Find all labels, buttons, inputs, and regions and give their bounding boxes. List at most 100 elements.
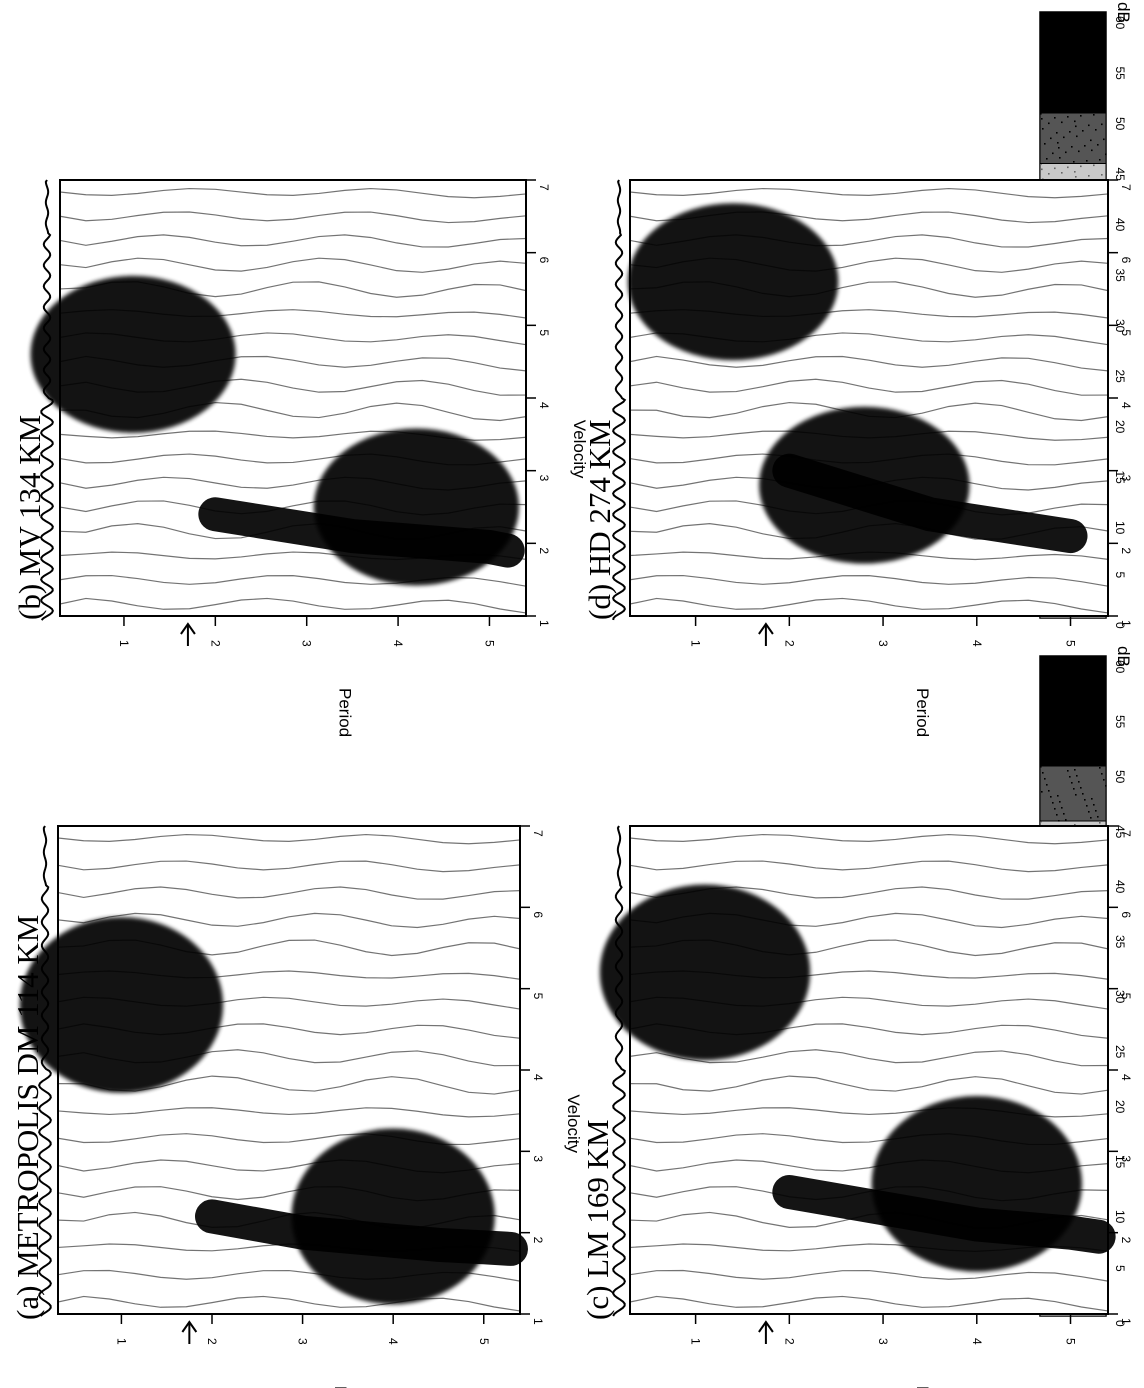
colorbar-texture: [1082, 130, 1084, 132]
contour-line: [629, 355, 1109, 372]
y-tick-label: 5: [1119, 993, 1133, 1000]
x-tick-label: 1: [114, 1338, 128, 1345]
colorbar-texture: [1054, 117, 1056, 119]
colorbar-texture: [1040, 821, 1042, 823]
colorbar-texture: [1074, 769, 1076, 771]
contour-line: [629, 551, 1109, 561]
colorbar-texture: [1042, 772, 1044, 774]
colorbar-texture: [1078, 150, 1080, 153]
contour-line: [629, 1075, 1109, 1095]
contour-line: [57, 1075, 521, 1095]
contour-line: [629, 1023, 1109, 1039]
colorbar-texture: [1063, 813, 1065, 815]
colorbar-texture: [1050, 796, 1052, 798]
contour-line: [629, 211, 1109, 224]
x-axis-label: Period: [331, 1386, 350, 1388]
colorbar-bin: [1039, 11, 1107, 63]
contour-line: [59, 332, 527, 346]
colorbar-texture: [1040, 163, 1042, 166]
dispersion-band: [198, 497, 525, 568]
y-tick-label: 3: [531, 1155, 545, 1162]
contour-line: [629, 1186, 1109, 1202]
x-tick-label: 5: [1064, 1338, 1078, 1345]
contour-line: [629, 332, 1109, 346]
y-tick-label: 1: [531, 1318, 545, 1325]
colorbar-texture: [1088, 175, 1090, 177]
y-axis-label: Velocity: [570, 420, 589, 479]
contour-line: [629, 970, 1109, 980]
x-tick-label: 2: [205, 1338, 219, 1345]
colorbar-texture: [1105, 785, 1107, 787]
colorbar-texture: [1073, 788, 1075, 790]
contour-line: [59, 523, 527, 540]
contour-line: [57, 886, 521, 900]
period-arrow-head: [758, 622, 774, 635]
contour-line: [57, 996, 521, 1010]
contour-line: [59, 234, 527, 248]
colorbar-tick-label: 5: [1113, 572, 1127, 579]
dispersion-band: [772, 453, 1088, 554]
y-axis-label: Velocity: [564, 1094, 583, 1153]
panel-a: 1 2 3 4 5 1 2 3 4 5 6 7 Period Velocity (a) METROPOLIS…: [10, 825, 583, 1388]
colorbar-texture: [1067, 770, 1069, 772]
dispersion-band: [772, 1175, 1116, 1254]
colorbar-tick-label: 10: [1113, 521, 1127, 535]
colorbar-texture: [1080, 165, 1082, 168]
x-tick-label: 2: [208, 640, 222, 647]
contour-line: [57, 1295, 521, 1312]
colorbar-texture: [1061, 172, 1063, 174]
contour-line: [59, 551, 527, 561]
contour-line: [629, 860, 1109, 873]
colorbar-texture: [1063, 136, 1065, 139]
y-tick-label: 5: [1119, 329, 1133, 336]
colorbar-texture: [1103, 138, 1105, 141]
colorbar-unit: dB: [1114, 2, 1133, 23]
contour-line: [629, 401, 1109, 422]
colorbar-texture: [1095, 810, 1097, 812]
y-tick-label: 2: [1119, 547, 1133, 554]
colorbar-tick-label: 15: [1113, 471, 1127, 485]
contour-line: [629, 1243, 1109, 1252]
colorbar-texture: [1074, 171, 1076, 173]
contour-line: [629, 1107, 1109, 1118]
y-tick-label: 7: [537, 184, 551, 191]
contour-line: [59, 355, 527, 372]
energy-blob: [19, 917, 224, 1093]
period-arrow-head: [180, 622, 196, 635]
colorbar-texture: [1059, 157, 1061, 159]
seismogram-trace: [38, 825, 52, 1317]
contour-line: [57, 939, 521, 957]
colorbar-texture: [1061, 807, 1063, 809]
x-tick-label: 3: [876, 1338, 890, 1345]
colorbar-tick-label: 20: [1113, 420, 1127, 434]
contour-line: [629, 187, 1109, 199]
contour-line: [629, 1211, 1109, 1229]
contour-line: [59, 597, 527, 614]
colorbar-texture: [1041, 118, 1043, 120]
contour-line: [629, 574, 1109, 587]
colorbar-texture: [1075, 794, 1077, 796]
seismogram-trace: [40, 179, 54, 621]
colorbar-texture: [1058, 820, 1060, 822]
contour-line: [629, 234, 1109, 248]
colorbar-tick-label: 0: [1113, 1320, 1127, 1327]
contour-line: [59, 187, 527, 199]
period-arrow-head: [181, 1320, 198, 1333]
contour-line: [629, 886, 1109, 900]
y-tick-label: 3: [537, 475, 551, 482]
colorbar-texture: [1101, 174, 1103, 176]
colorbar-tick-label: 45: [1113, 168, 1127, 182]
colorbar-texture: [1056, 132, 1058, 134]
x-axis-label: Period: [913, 1386, 932, 1388]
colorbar-texture: [1090, 139, 1092, 142]
colorbar-texture: [1075, 125, 1077, 128]
colorbar-texture: [1086, 805, 1088, 807]
y-tick-label: 4: [537, 402, 551, 409]
energy-blob: [30, 275, 236, 433]
x-tick-label: 3: [300, 640, 314, 647]
colorbar-texture: [1056, 814, 1058, 816]
panel-title: (a) METROPOLIS DM 114 KM: [10, 915, 45, 1320]
y-tick-label: 4: [1119, 1074, 1133, 1081]
contour-line: [629, 1049, 1109, 1067]
